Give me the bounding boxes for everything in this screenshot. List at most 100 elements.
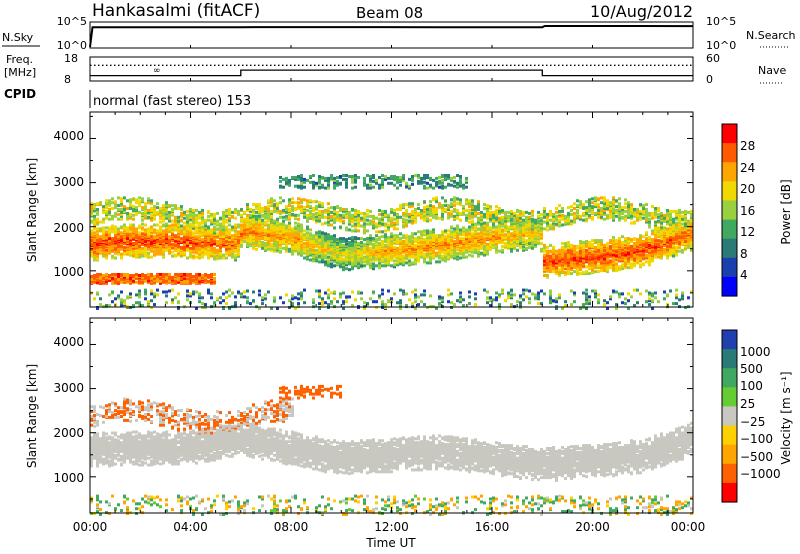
heatmap-cell (411, 182, 414, 186)
heatmap-cell (300, 226, 303, 230)
heatmap-cell (348, 295, 351, 299)
heatmap-cell (93, 227, 96, 231)
heatmap-cell (369, 297, 372, 301)
heatmap-cell (195, 273, 198, 276)
heatmap-cell (378, 230, 381, 234)
heatmap-cell (96, 254, 99, 258)
heatmap-cell (357, 209, 360, 213)
heatmap-cell (243, 295, 246, 299)
heatmap-cell (378, 183, 381, 187)
heatmap-cell (210, 228, 213, 232)
heatmap-cell (255, 239, 258, 243)
heatmap-cell (117, 246, 120, 250)
heatmap-cell (312, 234, 315, 238)
heatmap-cell (348, 256, 351, 260)
heatmap-cell (465, 209, 468, 212)
heatmap-cell (483, 288, 486, 292)
heatmap-cell (195, 277, 198, 281)
heatmap-cell (147, 300, 150, 304)
heatmap-cell (189, 280, 192, 284)
heatmap-cell (339, 207, 342, 210)
heatmap-cell (495, 296, 498, 300)
heatmap-cell (246, 222, 249, 226)
heatmap-cell (225, 296, 228, 300)
heatmap-cell (177, 233, 180, 237)
heatmap-cell (117, 248, 120, 252)
heatmap-cell (228, 218, 231, 222)
heatmap-cell (477, 208, 480, 211)
heatmap-cell (462, 226, 465, 230)
heatmap-cell (261, 298, 264, 302)
heatmap-cell (471, 254, 474, 258)
heatmap-cell (186, 215, 189, 219)
heatmap-cell (306, 199, 309, 203)
heatmap-cell (135, 273, 138, 276)
heatmap-cell (267, 213, 270, 217)
heatmap-cell (120, 244, 123, 248)
heatmap-cell (165, 273, 168, 276)
heatmap-cell (333, 183, 336, 187)
heatmap-cell (387, 299, 390, 303)
heatmap-cell (384, 222, 387, 226)
heatmap-cell (417, 211, 420, 215)
heatmap-cell (195, 255, 198, 259)
heatmap-cell (462, 186, 465, 190)
heatmap-cell (297, 226, 300, 230)
heatmap-cell (165, 281, 168, 285)
heatmap-cell (405, 224, 408, 228)
heatmap-cell (102, 281, 105, 285)
heatmap-cell (474, 225, 477, 229)
heatmap-cell (123, 239, 126, 243)
heatmap-cell (438, 260, 441, 264)
heatmap-cell (207, 254, 210, 258)
heatmap-cell (399, 237, 402, 241)
heatmap-cell (231, 234, 234, 238)
heatmap-cell (195, 290, 198, 294)
heatmap-cell (189, 292, 192, 296)
heatmap-cell (504, 299, 507, 303)
heatmap-cell (309, 199, 312, 203)
heatmap-cell (402, 174, 405, 177)
heatmap-cell (198, 296, 201, 300)
heatmap-cell (132, 226, 135, 230)
heatmap-cell (138, 255, 141, 259)
heatmap-cell (351, 186, 354, 190)
heatmap-cell (117, 232, 120, 236)
heatmap-cell (210, 250, 213, 254)
heatmap-cell (147, 235, 150, 239)
heatmap-cell (384, 238, 387, 242)
heatmap-cell (408, 235, 411, 239)
heatmap-cell (516, 230, 519, 234)
heatmap-cell (228, 243, 231, 247)
heatmap-cell (366, 212, 369, 216)
heatmap-cell (264, 232, 267, 236)
heatmap-cell (324, 260, 327, 264)
heatmap-cell (498, 209, 501, 213)
heatmap-cell (234, 258, 237, 262)
heatmap-cell (324, 176, 327, 180)
freq-frame (89, 56, 694, 82)
heatmap-cell (141, 215, 144, 219)
heatmap-cell (372, 290, 375, 294)
heatmap-cell (117, 208, 120, 211)
heatmap-cell (447, 229, 450, 233)
heatmap-cell (213, 254, 216, 258)
heatmap-cell (123, 196, 126, 200)
heatmap-cell (177, 223, 180, 227)
heatmap-cell (213, 257, 216, 261)
heatmap-cell (192, 254, 195, 258)
heatmap-cell (369, 246, 372, 250)
heatmap-cell (435, 216, 438, 220)
heatmap-cell (459, 179, 462, 183)
heatmap-cell (525, 288, 528, 292)
heatmap-cell (420, 176, 423, 180)
heatmap-cell (114, 275, 117, 278)
heatmap-cell (327, 296, 330, 300)
heatmap-cell (153, 216, 156, 220)
heatmap-cell (162, 204, 165, 208)
heatmap-cell (198, 210, 201, 214)
heatmap-cell (297, 302, 300, 306)
heatmap-cell (510, 244, 513, 248)
heatmap-cell (447, 233, 450, 237)
heatmap-cell (261, 224, 264, 228)
